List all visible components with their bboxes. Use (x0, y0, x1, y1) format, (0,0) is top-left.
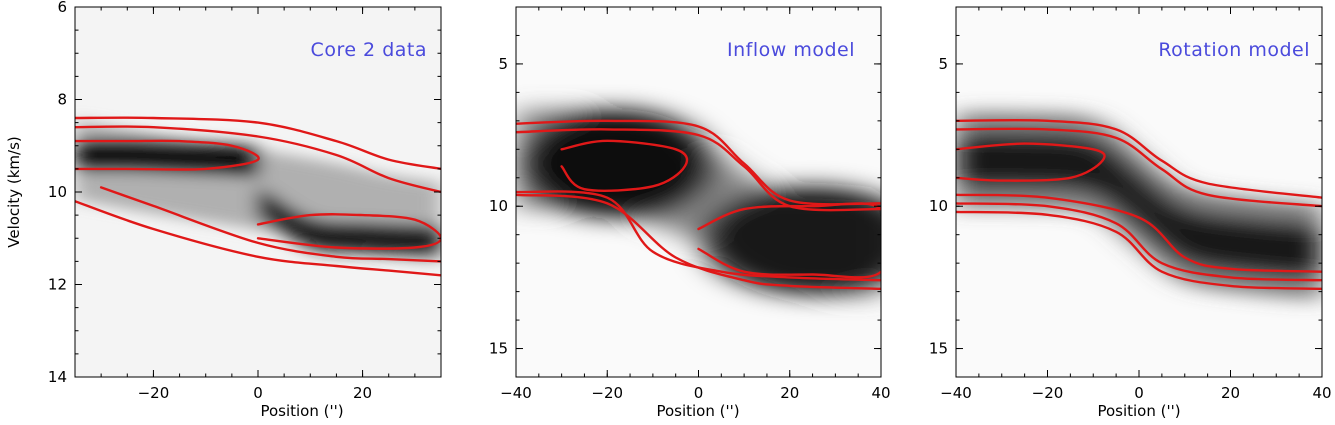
panel-1-xtick-label-0: −40 (500, 384, 532, 402)
panel-inflow-model: −40 −20 0 20 40 5 10 15 Inflow model Position (… (489, 6, 891, 420)
panel-2-ytick-label-2: 15 (929, 340, 948, 358)
panel-1-ytick-label-0: 5 (498, 55, 508, 73)
panel-2-contour-outer (956, 118, 1322, 290)
panel-1-ytick-label-1: 10 (489, 197, 508, 215)
panel-1-ytick-label-2: 15 (489, 340, 508, 358)
panel-0-contour-inner-left (75, 139, 260, 171)
panel-1-xtick-label-4: 40 (871, 384, 890, 402)
panel-2-intensity-map (956, 112, 1322, 300)
panel-2-xlabel: Position ('') (1097, 402, 1180, 420)
panel-2-contour-middle (956, 127, 1322, 282)
panel-1-contour-inner-left (560, 139, 689, 192)
panel-0-ytick-label-0: 6 (57, 0, 67, 16)
panel-0-ridge-core-0 (75, 146, 258, 170)
panel-0-xtick-label-2: 20 (353, 384, 372, 402)
panel-0-contour-middle (75, 125, 441, 263)
panel-0-contour-inner-right (256, 213, 441, 250)
panel-0-ytick-label-4: 14 (48, 368, 67, 386)
panel-1-xtick-label-2: 0 (694, 384, 704, 402)
panel-2-contour-inner-left (956, 142, 1106, 182)
panel-0-ytick-label-3: 12 (48, 276, 67, 294)
panel-1-title: Inflow model (727, 39, 855, 61)
panel-2-title: Rotation model (1158, 39, 1310, 61)
panel-2-xtick-label-1: −20 (1032, 384, 1064, 402)
panel-2-contours (956, 118, 1322, 290)
panel-1-contours (516, 119, 881, 290)
panel-0-ytick-label-1: 8 (57, 91, 67, 109)
panel-1-xtick-label-1: −20 (591, 384, 623, 402)
panel-0-title: Core 2 data (311, 39, 427, 61)
panel-1-xlabel: Position ('') (656, 402, 739, 420)
panel-1-contour-inner-right (697, 202, 881, 279)
panel-0-ticks: −20 0 20 6 8 10 12 14 (48, 0, 442, 402)
panel-2-ridge (956, 136, 1322, 276)
panel-2-ytick-label-0: 5 (938, 55, 948, 73)
panel-2-ticks: −40 −20 0 20 40 5 10 15 (929, 6, 1332, 402)
panel-rotation-model: −40 −20 0 20 40 5 10 15 Rotation model Position… (929, 6, 1332, 420)
panel-0-xtick-label-0: −20 (138, 384, 170, 402)
panel-0-ridge-core-1 (258, 193, 441, 249)
panel-2-xtick-label-2: 0 (1134, 384, 1144, 402)
panel-1-contour-middle (516, 128, 881, 282)
panel-1-xtick-label-3: 20 (780, 384, 799, 402)
panel-0-xlabel: Position ('') (260, 402, 343, 420)
panel-1-peak-0 (520, 108, 713, 219)
panel-0-ytick-label-2: 10 (48, 183, 67, 201)
panel-0-ylabel: Velocity (km/s) (5, 136, 23, 247)
panel-1-ticks: −40 −20 0 20 40 5 10 15 (489, 6, 891, 402)
panel-core-2-data: −20 0 20 6 8 10 12 14 Core 2 data Position ('')… (5, 0, 442, 420)
panel-2-ytick-label-1: 10 (929, 197, 948, 215)
panel-2-xtick-label-3: 20 (1221, 384, 1240, 402)
panel-2-xtick-label-0: −40 (940, 384, 972, 402)
panel-0-contours (75, 116, 441, 277)
panel-0-xtick-label-1: 0 (253, 384, 263, 402)
panel-2-xtick-label-4: 40 (1312, 384, 1331, 402)
panel-2-contour-inner-right (956, 193, 1322, 273)
panel-0-contour-outer (75, 116, 441, 277)
panel-1-peak-1 (703, 185, 881, 296)
